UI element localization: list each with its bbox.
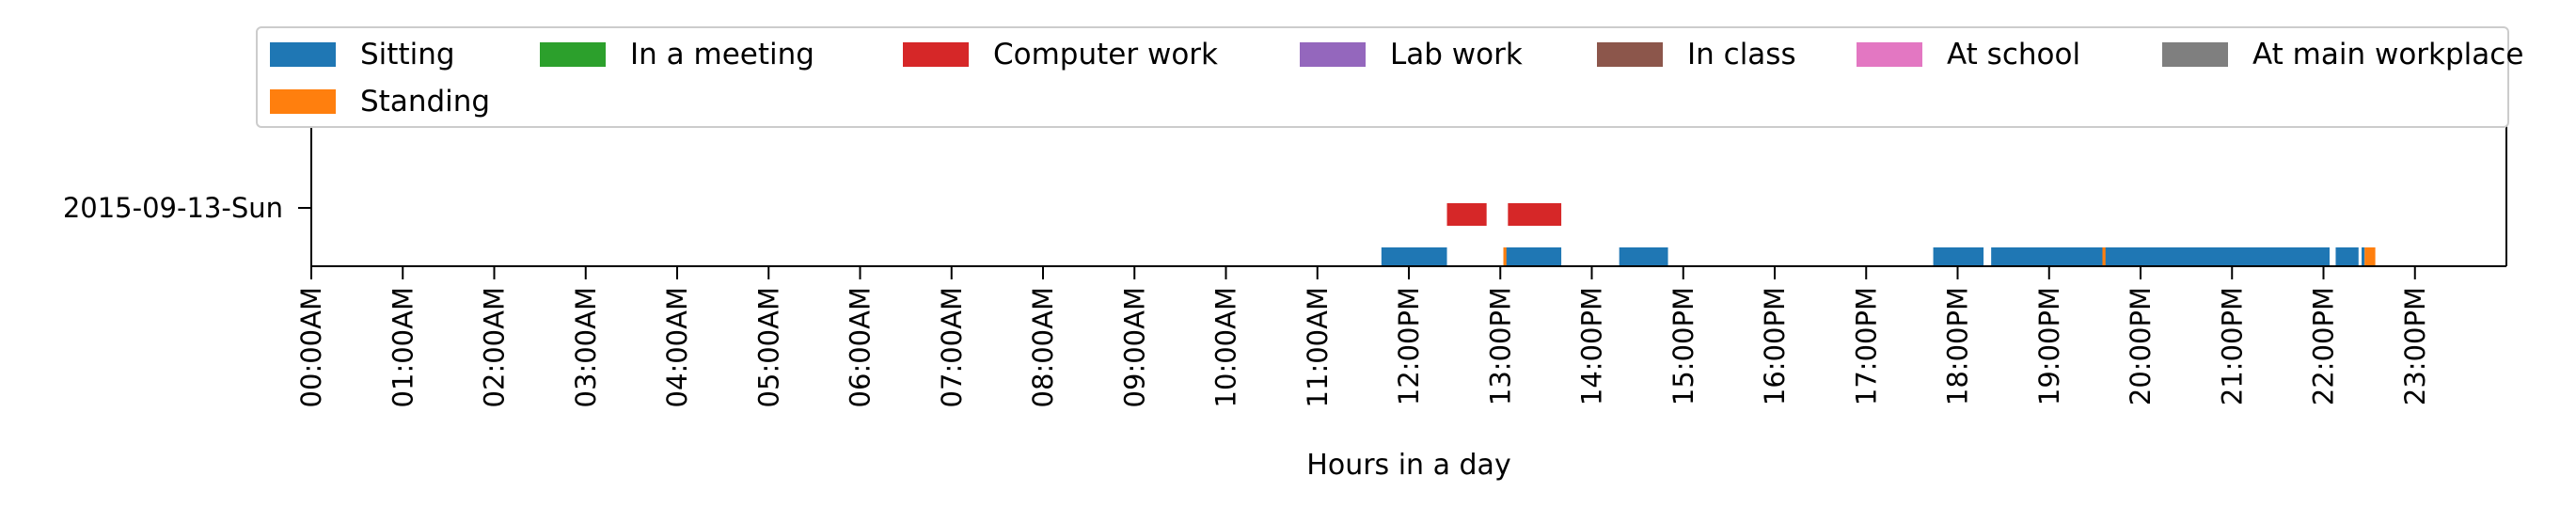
activity-bar-sitting [2362, 247, 2365, 266]
legend-swatch [2162, 42, 2228, 67]
legend-item: Computer work [903, 36, 1218, 73]
legend-item: Sitting [270, 36, 455, 73]
legend-label: At main workplace [2252, 38, 2524, 71]
x-tick-label: 20:00PM [2125, 287, 2157, 405]
x-tick-label: 02:00AM [479, 287, 511, 407]
legend-item: At school [1857, 36, 2080, 73]
x-tick-label: 19:00PM [2033, 287, 2065, 405]
x-tick-label: 16:00PM [1759, 287, 1791, 405]
x-tick-label: 23:00PM [2399, 287, 2431, 405]
legend-swatch [270, 89, 336, 114]
activity-bar-standing [2364, 247, 2376, 266]
x-tick-label: 00:00AM [295, 287, 327, 407]
x-tick-label: 21:00PM [2216, 287, 2248, 405]
legend-item: Standing [270, 83, 490, 120]
x-tick-label: 03:00AM [570, 287, 602, 407]
x-tick-label: 15:00PM [1667, 287, 1699, 405]
activity-bar-sitting [1933, 247, 1984, 266]
legend-item: In a meeting [540, 36, 814, 73]
x-tick-label: 18:00PM [1942, 287, 1974, 405]
x-tick-label: 10:00AM [1210, 287, 1242, 407]
activity-bar-computer-work [1446, 203, 1487, 226]
x-tick-label: 07:00AM [936, 287, 968, 407]
activity-bar-standing [2102, 247, 2106, 266]
x-ticks: 00:00AM 01:00AM 02:00AM 03:00AM 04:00AM 05:00… [295, 266, 2431, 407]
activity-bar-sitting [1619, 247, 1668, 266]
activity-bar-sitting [1503, 247, 1562, 266]
x-tick-label: 22:00PM [2308, 287, 2340, 405]
legend-label: In class [1687, 38, 1796, 71]
activity-bar-standing [1503, 247, 1507, 266]
legend-label: Lab work [1390, 38, 1523, 71]
y-tick-label: 2015-09-13-Sun [63, 192, 283, 224]
x-tick-label: 04:00AM [661, 287, 693, 407]
x-tick-label: 14:00PM [1576, 287, 1608, 405]
activity-bar-computer-work [1508, 203, 1562, 226]
legend-swatch [1857, 42, 1922, 67]
legend-label: Computer work [993, 38, 1218, 71]
x-tick-label: 09:00AM [1118, 287, 1150, 407]
legend-swatch [1597, 42, 1663, 67]
activity-bars [1381, 203, 2376, 266]
activity-bar-sitting [2335, 247, 2359, 266]
activity-bar-sitting [1991, 247, 2330, 266]
x-tick-label: 13:00PM [1484, 287, 1516, 405]
x-tick-label: 12:00PM [1393, 287, 1425, 405]
legend-item: Lab work [1300, 36, 1523, 73]
x-tick-label: 06:00AM [845, 287, 877, 407]
legend: Sitting In a meeting Computer work Lab work… [256, 26, 2523, 128]
legend-label: Sitting [360, 38, 455, 71]
legend-swatch [1300, 42, 1366, 67]
legend-item: At main workplace [2162, 36, 2523, 73]
legend-label: At school [1947, 38, 2081, 71]
legend-item: In class [1597, 36, 1796, 73]
legend-swatch [270, 42, 336, 67]
x-tick-label: 08:00AM [1027, 287, 1059, 407]
legend-swatch [903, 42, 969, 67]
x-axis-label: Hours in a day [1306, 449, 1510, 482]
legend-label: In a meeting [630, 38, 814, 71]
x-tick-label: 05:00AM [752, 287, 784, 407]
x-tick-label: 01:00AM [387, 287, 419, 407]
x-tick-label: 11:00AM [1302, 287, 1334, 407]
legend-swatch [540, 42, 606, 67]
legend-label: Standing [360, 85, 491, 119]
activity-bar-sitting [1381, 247, 1447, 266]
x-tick-label: 17:00PM [1850, 287, 1882, 405]
